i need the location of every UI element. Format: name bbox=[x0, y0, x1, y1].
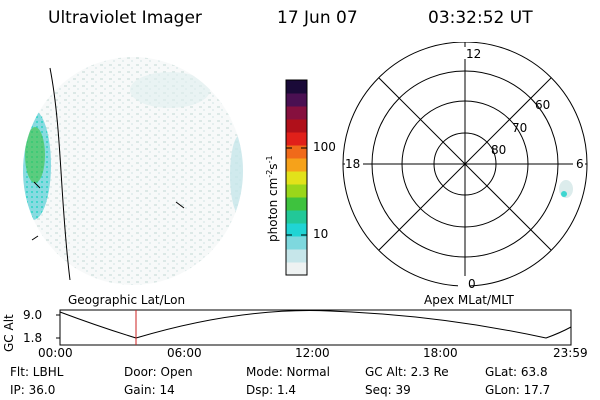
colorbar-band bbox=[286, 119, 307, 133]
mlat-label-60: 60 bbox=[535, 98, 551, 112]
mlat-label-70: 70 bbox=[512, 121, 528, 135]
colorbar-band bbox=[286, 223, 307, 237]
instrument-title: Ultraviolet Imager bbox=[48, 8, 202, 28]
altitude-plot bbox=[56, 309, 572, 346]
altitude-curve bbox=[59, 310, 572, 339]
colorbar-band bbox=[286, 132, 307, 146]
altitude-ytick-low: 1.8 bbox=[23, 331, 43, 345]
colorbar bbox=[285, 79, 308, 276]
filter-info: Flt: LBHL bbox=[10, 365, 64, 379]
colorbar-tick-100: 100 bbox=[313, 140, 336, 154]
colorbar-band bbox=[286, 80, 307, 94]
altitude-ylabel: GC Alt bbox=[2, 314, 16, 352]
apex-polar-plot bbox=[342, 42, 588, 288]
colorbar-band bbox=[286, 236, 307, 250]
ip-info: IP: 36.0 bbox=[10, 383, 56, 397]
mlt-label-6: 6 bbox=[576, 157, 584, 171]
colorbar-band bbox=[286, 262, 307, 276]
coast-mark bbox=[31, 235, 39, 241]
colorbar-unit-label: photon cm-2s-1 bbox=[265, 155, 280, 242]
uv-image-disk bbox=[23, 57, 243, 285]
glon-info: GLon: 17.7 bbox=[485, 383, 551, 397]
dsp-info: Dsp: 1.4 bbox=[246, 383, 297, 397]
glat-info: GLat: 63.8 bbox=[485, 365, 548, 379]
colorbar-band bbox=[286, 197, 307, 211]
colorbar-band bbox=[286, 106, 307, 120]
door-info: Door: Open bbox=[124, 365, 193, 379]
mlt-label-0: 0 bbox=[468, 277, 476, 291]
mlt-label-18: 18 bbox=[345, 157, 361, 171]
gc-alt-info: GC Alt: 2.3 Re bbox=[365, 365, 449, 379]
altitude-xtick: 12:00 bbox=[295, 346, 330, 360]
colorbar-tick-10: 10 bbox=[313, 227, 329, 241]
date-label: 17 Jun 07 bbox=[277, 8, 358, 28]
gain-info: Gain: 14 bbox=[124, 383, 175, 397]
altitude-xtick: 00:00 bbox=[38, 346, 73, 360]
auroral-spot bbox=[561, 191, 567, 197]
colorbar-band bbox=[286, 184, 307, 198]
terminator-line bbox=[49, 67, 71, 281]
time-label: 03:32:52 UT bbox=[428, 8, 533, 28]
altitude-xtick: 06:00 bbox=[167, 346, 202, 360]
geo-panel-title: Geographic Lat/Lon bbox=[68, 293, 186, 307]
altitude-xtick: 23:59 bbox=[553, 346, 588, 360]
colorbar-band bbox=[286, 249, 307, 263]
apex-panel-title: Apex MLat/MLT bbox=[424, 293, 514, 307]
mode-info: Mode: Normal bbox=[246, 365, 330, 379]
altitude-xtick: 18:00 bbox=[423, 346, 458, 360]
seq-info: Seq: 39 bbox=[365, 383, 411, 397]
mlat-label-80: 80 bbox=[491, 143, 507, 157]
coast-mark bbox=[175, 201, 185, 209]
mlt-label-12: 12 bbox=[466, 47, 482, 61]
colorbar-band bbox=[286, 93, 307, 107]
coast-mark bbox=[33, 181, 41, 189]
colorbar-band bbox=[286, 145, 307, 159]
colorbar-band bbox=[286, 171, 307, 185]
colorbar-band bbox=[286, 158, 307, 172]
colorbar-band bbox=[286, 210, 307, 224]
altitude-ytick-high: 9.0 bbox=[23, 308, 43, 322]
